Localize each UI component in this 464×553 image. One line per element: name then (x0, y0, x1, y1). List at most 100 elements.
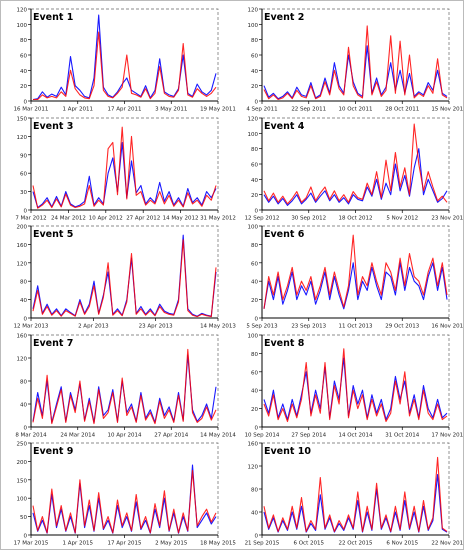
panel-8: 0 20 40 60 80 100 10 Sep 2014 27 Sep 2014 14 Oct… (245, 334, 464, 439)
y-tick-label: 60 (251, 370, 258, 376)
x-tick-label: 31 Oct 2014 (385, 433, 420, 439)
y-tick-label: 80 (251, 147, 258, 153)
y-tick-label: 160 (17, 334, 28, 340)
x-tick-label: 29 Oct 2013 (385, 324, 420, 330)
y-tick-label: 0 (255, 426, 259, 432)
x-tick-label: 14 May 2013 (200, 324, 236, 330)
x-tick-label: 14 Oct 2014 (338, 433, 373, 439)
y-tick-label: 0 (24, 426, 28, 432)
x-tick-label: 4 Sep 2011 (246, 107, 277, 113)
x-tick-label: 10 Apr 2014 (107, 433, 142, 439)
y-tick-label: 0 (255, 100, 259, 106)
y-tick-label: 150 (17, 478, 28, 484)
y-tick-label: 160 (17, 243, 28, 249)
x-tick-label: 17 Apr 2015 (107, 541, 142, 547)
y-tick-label: 120 (17, 135, 28, 141)
x-tick-label: 2 Apr 2013 (78, 324, 109, 330)
y-tick-label: 30 (20, 190, 27, 196)
series-line-2 (263, 456, 448, 533)
series-line-1 (263, 148, 448, 206)
x-tick-label: 1 Apr 2011 (62, 107, 93, 113)
x-tick-label: 2 May 2015 (155, 541, 188, 547)
x-tick-label: 22 Nov 2015 (431, 541, 463, 547)
panel-10: 0 40 80 120 160 21 Sep 2015 6 Oct 2015 22 Oct 2… (245, 442, 464, 547)
y-tick-label: 0 (24, 209, 28, 215)
y-tick-label: 120 (248, 8, 259, 14)
y-tick-label: 20 (251, 407, 258, 413)
y-tick-label: 80 (251, 488, 258, 494)
y-tick-label: 20 (251, 84, 258, 90)
series-line-1 (263, 262, 448, 310)
x-tick-label: 19 May 2011 (200, 107, 236, 113)
x-tick-label: 27 Apr 2012 (126, 216, 160, 222)
y-tick-label: 150 (17, 117, 28, 123)
y-tick-label: 120 (17, 261, 28, 267)
x-tick-label: 27 Apr 2014 (154, 433, 189, 439)
panel-7: 0 40 80 120 160 8 Mar 2014 24 Mar 2014 10 Apr 2… (15, 334, 236, 439)
panel-4: 0 20 40 60 80 100 120 12 Sep 2012 30 Sep 2012 18 … (245, 117, 464, 222)
y-tick-label: 200 (17, 225, 28, 231)
series-line-1 (263, 45, 448, 100)
x-tick-label: 10 Sep 2014 (245, 433, 280, 439)
panel-title: Event 7 (33, 338, 73, 349)
y-tick-label: 20 (251, 193, 258, 199)
x-tick-label: 18 Oct 2012 (338, 216, 372, 222)
panel-2: 0 20 40 60 80 100 120 4 Sep 2011 22 Sep 2011 10 O… (246, 8, 464, 113)
y-tick-label: 120 (248, 465, 259, 471)
panel-6: 0 20 40 60 80 100 5 Sep 2013 23 Sep 2013 11 Oct … (246, 225, 464, 330)
y-tick-label: 200 (17, 460, 28, 466)
series-line-1 (263, 474, 448, 533)
y-tick-label: 80 (251, 38, 258, 44)
x-tick-label: 10 Apr 2012 (89, 216, 123, 222)
series-line-1 (32, 14, 217, 101)
y-tick-label: 80 (251, 243, 258, 249)
y-tick-label: 80 (20, 280, 27, 286)
y-tick-label: 120 (17, 8, 28, 14)
panel-title: Event 6 (264, 229, 305, 240)
y-tick-label: 40 (20, 69, 27, 75)
y-tick-label: 40 (20, 298, 27, 304)
panel-title: Event 10 (264, 446, 311, 457)
y-tick-label: 100 (248, 225, 259, 231)
y-tick-label: 0 (24, 534, 28, 540)
y-tick-label: 20 (20, 84, 27, 90)
y-tick-label: 40 (251, 280, 258, 286)
y-tick-label: 80 (251, 352, 258, 358)
y-tick-label: 50 (20, 515, 27, 521)
y-tick-label: 20 (251, 298, 258, 304)
y-tick-label: 160 (248, 442, 259, 448)
panel-title: Event 2 (264, 12, 304, 23)
x-tick-label: 17 Apr 2011 (107, 107, 141, 113)
series-line-2 (32, 470, 217, 534)
x-tick-label: 24 Mar 2014 (60, 433, 95, 439)
panel-3: 0 30 60 90 120 150 7 Mar 2012 24 Mar 2012 10 Apr… (15, 117, 236, 222)
y-tick-label: 80 (20, 38, 27, 44)
y-tick-label: 0 (24, 317, 28, 323)
x-tick-label: 18 May 2015 (200, 541, 236, 547)
y-tick-label: 100 (248, 132, 259, 138)
x-tick-label: 6 Nov 2015 (386, 541, 418, 547)
panel-title: Event 8 (264, 338, 305, 349)
panel-1: 0 20 40 60 80 100 120 16 Mar 2011 1 Apr 2011 17 A… (14, 8, 236, 113)
x-tick-label: 14 May 2014 (200, 433, 236, 439)
x-tick-label: 12 Mar 2013 (14, 324, 49, 330)
y-tick-label: 40 (251, 69, 258, 75)
panel-9: 0 50 100 150 200 250 17 Mar 2015 1 Apr 2015 17 A… (14, 442, 237, 547)
panel-title: Event 4 (264, 121, 305, 132)
x-tick-label: 16 Nov 2013 (431, 324, 463, 330)
panel-title: Event 3 (33, 121, 73, 132)
x-tick-label: 17 Mar 2015 (14, 541, 49, 547)
y-tick-label: 60 (251, 261, 258, 267)
x-tick-label: 16 Mar 2011 (14, 107, 49, 113)
series-line-2 (33, 31, 217, 101)
x-tick-label: 5 Sep 2013 (246, 324, 278, 330)
x-tick-label: 21 Sep 2015 (245, 541, 280, 547)
x-tick-label: 28 Oct 2011 (385, 107, 419, 113)
y-tick-label: 40 (251, 178, 258, 184)
x-tick-label: 17 Nov 2014 (431, 433, 463, 439)
x-tick-label: 7 Mar 2012 (15, 216, 46, 222)
y-tick-label: 40 (251, 389, 258, 395)
y-tick-label: 60 (20, 172, 27, 178)
panel-5: 0 40 80 120 160 200 12 Mar 2013 2 Apr 2013 23 Ap… (14, 225, 237, 330)
